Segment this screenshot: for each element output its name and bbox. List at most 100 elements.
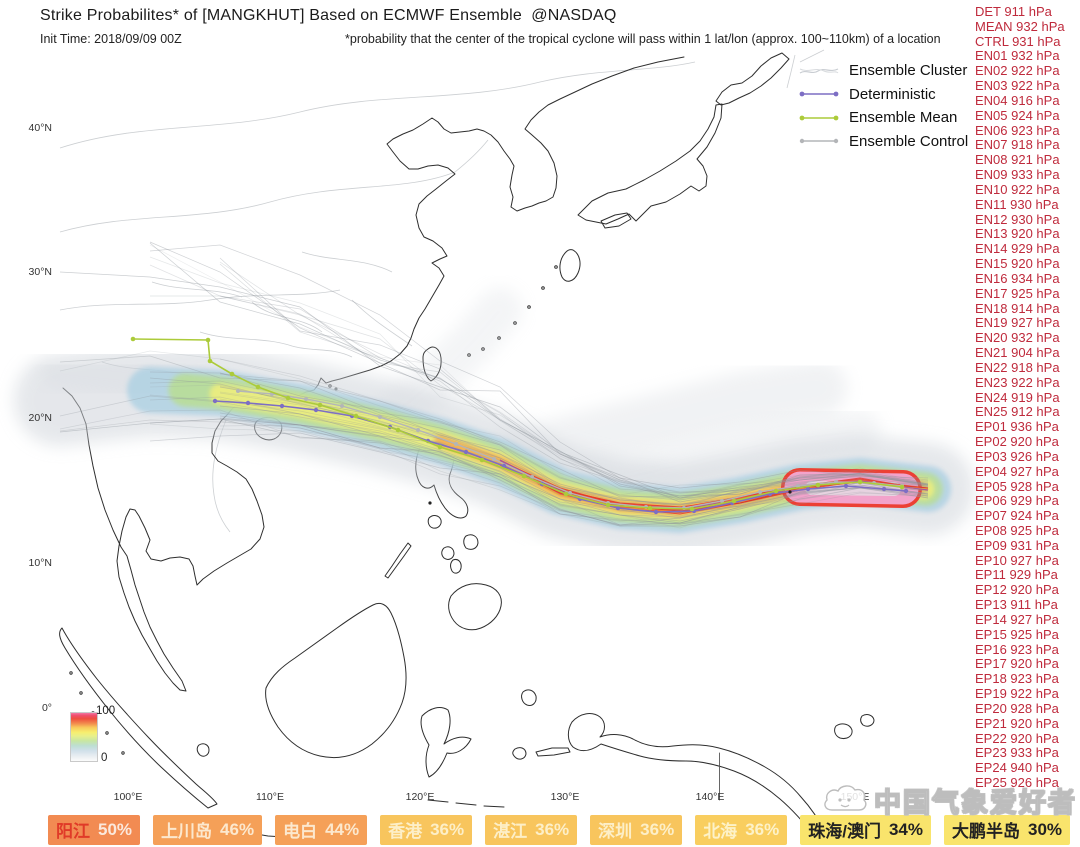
lat-tick-label: 40°N bbox=[28, 122, 52, 134]
pressure-item: EN10 922 hPa bbox=[975, 181, 1060, 197]
city-badge-value: 36% bbox=[430, 819, 465, 839]
city-badge: 深圳 36% bbox=[590, 815, 683, 845]
pressure-item: EP22 920 hPa bbox=[975, 730, 1059, 746]
city-badge: 阳江 50% bbox=[48, 815, 141, 845]
pressure-item: CTRL 931 hPa bbox=[975, 33, 1061, 49]
pressure-item: EP23 933 hPa bbox=[975, 745, 1059, 761]
lat-tick-label: 0° bbox=[41, 702, 52, 714]
deterministic-line-icon bbox=[799, 91, 839, 97]
pressure-item: EP07 924 hPa bbox=[975, 508, 1059, 524]
pressure-item: EP19 922 hPa bbox=[975, 686, 1059, 702]
page-title: Strike Probabilites* of [MANGKHUT] Based… bbox=[40, 7, 617, 24]
pressure-item: EN06 923 hPa bbox=[975, 122, 1060, 138]
footnote: *probability that the center of the trop… bbox=[345, 32, 941, 46]
legend-label: Ensemble Control bbox=[849, 132, 969, 150]
pressure-item: EP15 925 hPa bbox=[975, 626, 1059, 642]
legend-item-ensemble-mean: Ensemble Mean bbox=[798, 106, 968, 130]
lat-tick-label: 10°N bbox=[28, 557, 52, 569]
pressure-item: EN22 918 hPa bbox=[975, 359, 1060, 375]
pressure-item: EN23 922 hPa bbox=[975, 374, 1060, 390]
pressure-item: EP11 929 hPa bbox=[975, 567, 1058, 583]
legend-item-deterministic: Deterministic bbox=[798, 83, 968, 107]
city-badge-name: 湛江 bbox=[493, 822, 528, 841]
ensemble-control-line-icon bbox=[799, 139, 839, 144]
pressure-item: EP25 926 hPa bbox=[975, 775, 1059, 791]
city-badge-name: 北海 bbox=[703, 822, 738, 841]
city-badge: 大鹏半岛 30% bbox=[943, 815, 1071, 845]
pressure-item: EN04 916 hPa bbox=[975, 92, 1060, 108]
interior-borders bbox=[59, 49, 825, 533]
pressure-item: EN16 934 hPa bbox=[975, 270, 1060, 286]
city-badge: 北海 36% bbox=[695, 815, 788, 845]
city-badge-value: 36% bbox=[745, 819, 780, 839]
city-badge: 电白 44% bbox=[275, 815, 368, 845]
pressure-item: EP02 920 hPa bbox=[975, 434, 1059, 450]
legend: Ensemble Cluster Deterministic Ensemble … bbox=[798, 59, 968, 153]
city-badge-name: 珠海/澳门 bbox=[808, 822, 881, 841]
colorbar-min-label: 0 bbox=[101, 752, 108, 764]
lon-tick-label: 100°E bbox=[113, 791, 143, 803]
pressure-item: EP13 911 hPa bbox=[975, 597, 1058, 613]
pressure-item: EP16 923 hPa bbox=[975, 641, 1059, 657]
pressure-item: EN02 922 hPa bbox=[975, 63, 1060, 79]
city-badge-value: 30% bbox=[1027, 819, 1063, 839]
city-badge-name: 阳江 bbox=[56, 822, 90, 841]
pressure-item: EN13 920 hPa bbox=[975, 226, 1060, 242]
city-badge-name: 上川岛 bbox=[161, 822, 213, 841]
city-badge-name: 香港 bbox=[388, 822, 423, 841]
lon-tick-label: 130°E bbox=[550, 791, 580, 803]
watermark: 中国气象爱好者 bbox=[820, 780, 1077, 820]
pressure-item: EP04 927 hPa bbox=[975, 463, 1059, 479]
pressure-item: DET 911 hPa bbox=[975, 4, 1052, 19]
lon-tick-label: 110°E bbox=[256, 791, 284, 803]
pressure-item: EP14 927 hPa bbox=[975, 611, 1059, 627]
watermark-text: 中国气象爱好者 bbox=[873, 787, 1077, 818]
pressure-item: EN09 933 hPa bbox=[975, 167, 1060, 183]
pressure-item: EP05 928 hPa bbox=[975, 478, 1059, 494]
pressure-item: EN03 922 hPa bbox=[975, 78, 1060, 94]
pressure-item: EP09 931 hPa bbox=[975, 537, 1059, 553]
city-badge-name: 大鹏半岛 bbox=[951, 822, 1020, 841]
pressure-item: EP17 920 hPa bbox=[975, 656, 1059, 672]
pressure-item: EN05 924 hPa bbox=[975, 107, 1060, 123]
pressure-item: EP20 928 hPa bbox=[975, 700, 1059, 716]
city-probability-badges: 阳江 50% 上川岛 46% 电白 44% 香港 36% 湛江 36% bbox=[48, 815, 1071, 845]
city-badge-value: 34% bbox=[888, 819, 923, 839]
cyclone-position-dots bbox=[428, 490, 792, 505]
lat-tick-label: 20°N bbox=[28, 412, 52, 424]
pressure-item: EN24 919 hPa bbox=[975, 389, 1060, 405]
pressure-item: EP08 925 hPa bbox=[975, 522, 1059, 538]
pressure-item: EN25 912 hPa bbox=[975, 404, 1060, 420]
probability-colorbar: 100 0 bbox=[70, 705, 115, 764]
legend-item-ensemble-control: Ensemble Control bbox=[798, 130, 968, 154]
cluster-lines-icon bbox=[799, 68, 839, 74]
city-badge-value: 36% bbox=[535, 819, 570, 839]
pressure-item: EP01 936 hPa bbox=[975, 419, 1059, 435]
city-badge-name: 深圳 bbox=[598, 822, 633, 841]
init-time: Init Time: 2018/09/09 00Z bbox=[40, 32, 182, 46]
pressure-item: EN07 918 hPa bbox=[975, 137, 1060, 153]
city-badge: 珠海/澳门 34% bbox=[800, 815, 931, 845]
pressure-item: EN15 920 hPa bbox=[975, 256, 1060, 272]
city-badge-value: 44% bbox=[325, 819, 360, 839]
pressure-item: EP21 920 hPa bbox=[975, 715, 1059, 731]
ensemble-mean-track bbox=[130, 336, 905, 512]
ensemble-mean-line-icon bbox=[799, 115, 839, 121]
legend-item-ensemble-cluster: Ensemble Cluster bbox=[798, 59, 968, 83]
pressure-item: EP12 920 hPa bbox=[975, 582, 1059, 598]
pressure-item: EP24 940 hPa bbox=[975, 760, 1059, 776]
pressure-item: EN20 932 hPa bbox=[975, 330, 1060, 346]
pressure-list: DET 911 hPa MEAN 932 hPa CTRL 931 hPa EN… bbox=[975, 4, 1065, 791]
pressure-item: EN08 921 hPa bbox=[975, 152, 1060, 168]
city-badge-value: 36% bbox=[640, 819, 675, 839]
pressure-item: EP06 929 hPa bbox=[975, 493, 1059, 509]
colorbar-gradient bbox=[70, 712, 98, 762]
city-badge-name: 电白 bbox=[283, 822, 318, 841]
city-badge-value: 46% bbox=[220, 819, 255, 839]
lat-tick-label: 30°N bbox=[28, 266, 52, 278]
pressure-item: EN14 929 hPa bbox=[975, 241, 1060, 257]
pressure-item: EN17 925 hPa bbox=[975, 285, 1060, 301]
pressure-item: EN11 930 hPa bbox=[975, 196, 1059, 212]
